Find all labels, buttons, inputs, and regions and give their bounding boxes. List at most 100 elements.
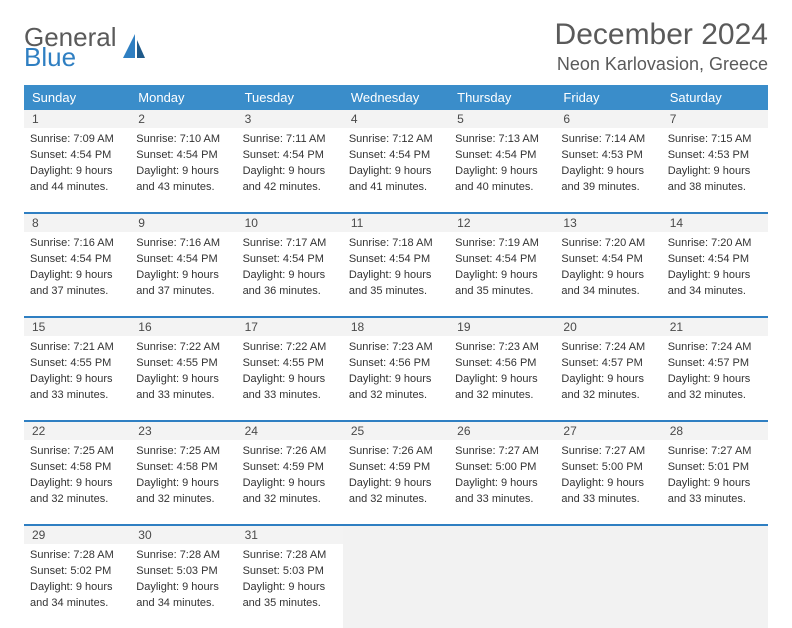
day-cell: Sunrise: 7:21 AMSunset: 4:55 PMDaylight:… xyxy=(24,336,130,420)
day-cell: Sunrise: 7:27 AMSunset: 5:00 PMDaylight:… xyxy=(449,440,555,524)
day-number: 12 xyxy=(449,214,555,232)
day-number: 8 xyxy=(24,214,130,232)
brand-word2: Blue xyxy=(24,42,76,72)
sunrise-text: Sunrise: 7:27 AM xyxy=(455,444,549,459)
day-cell: Sunrise: 7:12 AMSunset: 4:54 PMDaylight:… xyxy=(343,128,449,212)
sunset-text: Sunset: 5:03 PM xyxy=(243,564,337,579)
sunrise-text: Sunrise: 7:22 AM xyxy=(136,340,230,355)
sunset-text: Sunset: 4:54 PM xyxy=(136,148,230,163)
daylight-text: and 33 minutes. xyxy=(668,492,762,507)
day-number: 19 xyxy=(449,318,555,336)
daylight-text: Daylight: 9 hours xyxy=(668,476,762,491)
daylight-text: and 37 minutes. xyxy=(136,284,230,299)
day-number: 20 xyxy=(555,318,661,336)
day-cell: Sunrise: 7:26 AMSunset: 4:59 PMDaylight:… xyxy=(343,440,449,524)
daynum-row: 15161718192021 xyxy=(24,318,768,336)
daylight-text: and 33 minutes. xyxy=(30,388,124,403)
day-number: 21 xyxy=(662,318,768,336)
daylight-text: Daylight: 9 hours xyxy=(349,268,443,283)
daylight-text: and 33 minutes. xyxy=(455,492,549,507)
sunrise-text: Sunrise: 7:24 AM xyxy=(668,340,762,355)
daylight-text: and 35 minutes. xyxy=(349,284,443,299)
daylight-text: and 34 minutes. xyxy=(561,284,655,299)
day-number: 4 xyxy=(343,110,449,128)
day-cell: Sunrise: 7:23 AMSunset: 4:56 PMDaylight:… xyxy=(343,336,449,420)
week-block: 1234567Sunrise: 7:09 AMSunset: 4:54 PMDa… xyxy=(24,110,768,212)
header-row: General Blue December 2024 Neon Karlovas… xyxy=(24,18,768,75)
day-header: Friday xyxy=(555,85,661,110)
daylight-text: Daylight: 9 hours xyxy=(136,580,230,595)
sunset-text: Sunset: 4:57 PM xyxy=(561,356,655,371)
day-cell: Sunrise: 7:26 AMSunset: 4:59 PMDaylight:… xyxy=(237,440,343,524)
daylight-text: and 36 minutes. xyxy=(243,284,337,299)
sunset-text: Sunset: 4:56 PM xyxy=(349,356,443,371)
daylight-text: and 42 minutes. xyxy=(243,180,337,195)
sunset-text: Sunset: 4:54 PM xyxy=(243,148,337,163)
week-block: 15161718192021Sunrise: 7:21 AMSunset: 4:… xyxy=(24,316,768,420)
daylight-text: and 33 minutes. xyxy=(561,492,655,507)
daynum-row: 1234567 xyxy=(24,110,768,128)
daylight-text: Daylight: 9 hours xyxy=(561,372,655,387)
day-cell: Sunrise: 7:25 AMSunset: 4:58 PMDaylight:… xyxy=(130,440,236,524)
day-header: Sunday xyxy=(24,85,130,110)
day-number: 22 xyxy=(24,422,130,440)
daylight-text: and 35 minutes. xyxy=(455,284,549,299)
sunset-text: Sunset: 4:53 PM xyxy=(561,148,655,163)
sunset-text: Sunset: 4:54 PM xyxy=(349,252,443,267)
calendar-body: 1234567Sunrise: 7:09 AMSunset: 4:54 PMDa… xyxy=(24,110,768,628)
brand-logo: General Blue xyxy=(24,24,147,70)
day-header: Wednesday xyxy=(343,85,449,110)
daylight-text: Daylight: 9 hours xyxy=(455,372,549,387)
daylight-text: and 38 minutes. xyxy=(668,180,762,195)
sunrise-text: Sunrise: 7:16 AM xyxy=(136,236,230,251)
week-row: Sunrise: 7:28 AMSunset: 5:02 PMDaylight:… xyxy=(24,544,768,628)
day-number: 5 xyxy=(449,110,555,128)
day-number: 30 xyxy=(130,526,236,544)
daylight-text: Daylight: 9 hours xyxy=(455,164,549,179)
sunrise-text: Sunrise: 7:11 AM xyxy=(243,132,337,147)
day-number: 7 xyxy=(662,110,768,128)
sunrise-text: Sunrise: 7:15 AM xyxy=(668,132,762,147)
daylight-text: and 43 minutes. xyxy=(136,180,230,195)
daylight-text: Daylight: 9 hours xyxy=(455,476,549,491)
week-row: Sunrise: 7:16 AMSunset: 4:54 PMDaylight:… xyxy=(24,232,768,316)
location-label: Neon Karlovasion, Greece xyxy=(555,54,768,75)
sunrise-text: Sunrise: 7:10 AM xyxy=(136,132,230,147)
day-cell: Sunrise: 7:11 AMSunset: 4:54 PMDaylight:… xyxy=(237,128,343,212)
sunset-text: Sunset: 4:58 PM xyxy=(136,460,230,475)
daylight-text: Daylight: 9 hours xyxy=(349,476,443,491)
day-number: 23 xyxy=(130,422,236,440)
sunrise-text: Sunrise: 7:17 AM xyxy=(243,236,337,251)
sunrise-text: Sunrise: 7:14 AM xyxy=(561,132,655,147)
sunset-text: Sunset: 4:54 PM xyxy=(30,252,124,267)
daylight-text: Daylight: 9 hours xyxy=(349,164,443,179)
daylight-text: Daylight: 9 hours xyxy=(243,372,337,387)
week-row: Sunrise: 7:25 AMSunset: 4:58 PMDaylight:… xyxy=(24,440,768,524)
day-number: 31 xyxy=(237,526,343,544)
day-number: 6 xyxy=(555,110,661,128)
sunrise-text: Sunrise: 7:23 AM xyxy=(349,340,443,355)
daylight-text: and 34 minutes. xyxy=(136,596,230,611)
sunrise-text: Sunrise: 7:28 AM xyxy=(30,548,124,563)
sunset-text: Sunset: 4:54 PM xyxy=(136,252,230,267)
sunset-text: Sunset: 4:53 PM xyxy=(668,148,762,163)
day-header: Tuesday xyxy=(237,85,343,110)
sunrise-text: Sunrise: 7:26 AM xyxy=(243,444,337,459)
daylight-text: Daylight: 9 hours xyxy=(30,164,124,179)
day-cell: Sunrise: 7:09 AMSunset: 4:54 PMDaylight:… xyxy=(24,128,130,212)
sunset-text: Sunset: 5:00 PM xyxy=(455,460,549,475)
daylight-text: and 32 minutes. xyxy=(349,492,443,507)
daylight-text: and 44 minutes. xyxy=(30,180,124,195)
month-title: December 2024 xyxy=(555,18,768,52)
day-number: 3 xyxy=(237,110,343,128)
sunrise-text: Sunrise: 7:13 AM xyxy=(455,132,549,147)
daylight-text: Daylight: 9 hours xyxy=(136,372,230,387)
sunset-text: Sunset: 4:55 PM xyxy=(136,356,230,371)
daylight-text: and 32 minutes. xyxy=(561,388,655,403)
calendar: Sunday Monday Tuesday Wednesday Thursday… xyxy=(24,85,768,628)
daylight-text: Daylight: 9 hours xyxy=(243,164,337,179)
sunset-text: Sunset: 4:56 PM xyxy=(455,356,549,371)
day-number: 29 xyxy=(24,526,130,544)
day-cell: Sunrise: 7:22 AMSunset: 4:55 PMDaylight:… xyxy=(130,336,236,420)
daylight-text: Daylight: 9 hours xyxy=(30,476,124,491)
